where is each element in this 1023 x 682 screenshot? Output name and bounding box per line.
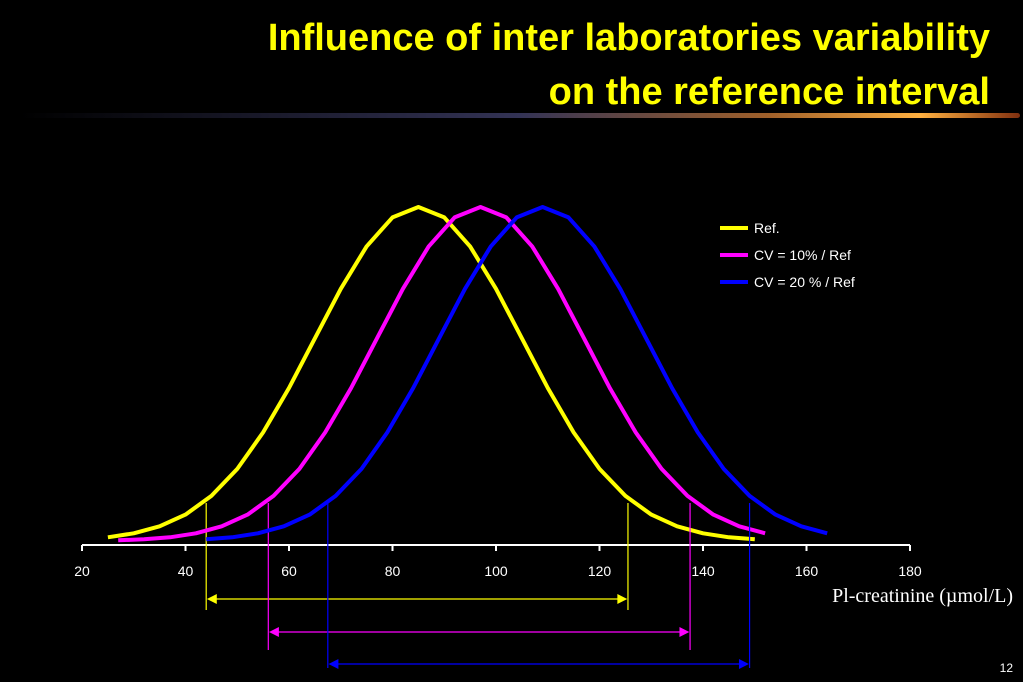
x-tick-label: 160 bbox=[795, 563, 819, 579]
x-tick-label: 120 bbox=[588, 563, 612, 579]
curve bbox=[107, 205, 755, 542]
curve bbox=[206, 205, 828, 542]
interval-arrow bbox=[328, 659, 749, 669]
legend-label: Ref. bbox=[754, 220, 780, 236]
title-line: on the reference interval bbox=[549, 71, 990, 113]
interval-arrow bbox=[268, 627, 690, 637]
x-tick-label: 60 bbox=[281, 563, 297, 579]
title-line: Influence of inter laboratories variabil… bbox=[268, 17, 990, 59]
x-tick-label: 140 bbox=[691, 563, 715, 579]
x-tick-label: 20 bbox=[74, 563, 90, 579]
legend-label: CV = 10% / Ref bbox=[754, 247, 851, 263]
x-tick-label: 180 bbox=[898, 563, 922, 579]
x-axis-label: Pl-creatinine (µmol/L) bbox=[832, 585, 1013, 607]
page-number: 12 bbox=[1000, 661, 1014, 675]
x-tick-label: 40 bbox=[178, 563, 194, 579]
x-tick-label: 80 bbox=[385, 563, 401, 579]
title-rule bbox=[20, 113, 1020, 118]
legend-label: CV = 20 % / Ref bbox=[754, 274, 855, 290]
x-tick-label: 100 bbox=[484, 563, 508, 579]
interval-arrow bbox=[206, 594, 628, 604]
curve bbox=[118, 205, 766, 543]
